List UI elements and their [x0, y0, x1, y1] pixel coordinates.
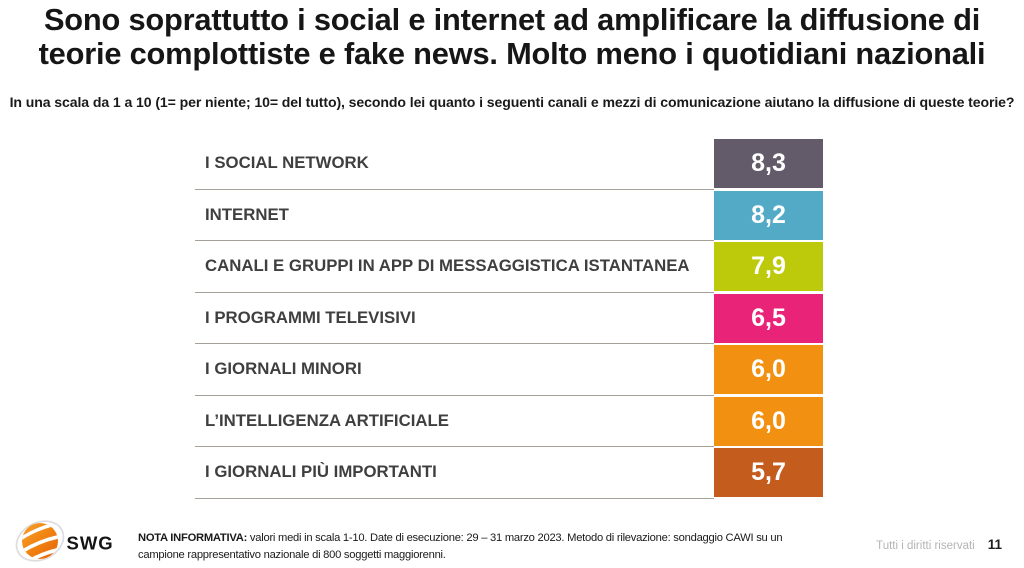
- row-value: 6,5: [751, 303, 786, 332]
- value-block: 6,0: [714, 345, 823, 394]
- rights-area: Tutti i diritti riservati 11: [876, 537, 1002, 552]
- value-block: 7,9: [714, 242, 823, 291]
- value-block: 6,0: [714, 396, 823, 446]
- row-value: 8,2: [751, 200, 786, 229]
- row-label: INTERNET: [205, 204, 289, 224]
- row-value: 5,7: [751, 458, 786, 486]
- row-label: L’INTELLIGENZA ARTIFICIALE: [205, 410, 449, 430]
- row-label: I GIORNALI MINORI: [205, 359, 362, 379]
- row-value: 7,9: [751, 252, 786, 280]
- value-block: 8,3: [714, 139, 823, 188]
- row-label: I PROGRAMMI TELEVISIVI: [205, 307, 416, 327]
- row-label: I GIORNALI PIÙ IMPORTANTI: [205, 462, 437, 482]
- value-block: 6,5: [714, 293, 823, 343]
- row-value: 8,3: [751, 149, 786, 177]
- table-row: L’INTELLIGENZA ARTIFICIALE 6,0: [195, 396, 823, 447]
- globe-icon: [15, 520, 65, 562]
- slide-title: Sono soprattutto i social e internet ad …: [38, 2, 986, 71]
- value-block: 5,7: [714, 448, 823, 497]
- row-label: I SOCIAL NETWORK: [205, 153, 369, 173]
- slide-subtitle: In una scala da 1 a 10 (1= per niente; 1…: [9, 93, 1015, 110]
- row-value: 6,0: [751, 406, 786, 435]
- logo-text: SWG: [67, 533, 114, 554]
- footnote-text: valori medi in scala 1-10. Date di esecu…: [138, 531, 783, 562]
- table-row: I PROGRAMMI TELEVISIVI 6,5: [195, 293, 823, 344]
- footnote-label: NOTA INFORMATIVA:: [138, 531, 248, 544]
- table-row: CANALI E GRUPPI IN APP DI MESSAGGISTICA …: [195, 241, 823, 293]
- table-row: I SOCIAL NETWORK 8,3: [195, 138, 823, 190]
- row-value: 6,0: [751, 355, 786, 383]
- swg-logo: SWG: [15, 520, 114, 562]
- table-row: I GIORNALI MINORI 6,0: [195, 344, 823, 396]
- row-label: CANALI E GRUPPI IN APP DI MESSAGGISTICA …: [205, 256, 690, 276]
- table-row: INTERNET 8,2: [195, 190, 823, 241]
- page-number: 11: [987, 537, 1002, 552]
- rights-text: Tutti i diritti riservati: [876, 540, 975, 552]
- table-row: I GIORNALI PIÙ IMPORTANTI 5,7: [195, 447, 823, 499]
- bar-chart: I SOCIAL NETWORK 8,3 INTERNET 8,2 CANALI…: [195, 138, 823, 499]
- value-block: 8,2: [714, 190, 823, 240]
- footnote: NOTA INFORMATIVA: valori medi in scala 1…: [138, 530, 838, 565]
